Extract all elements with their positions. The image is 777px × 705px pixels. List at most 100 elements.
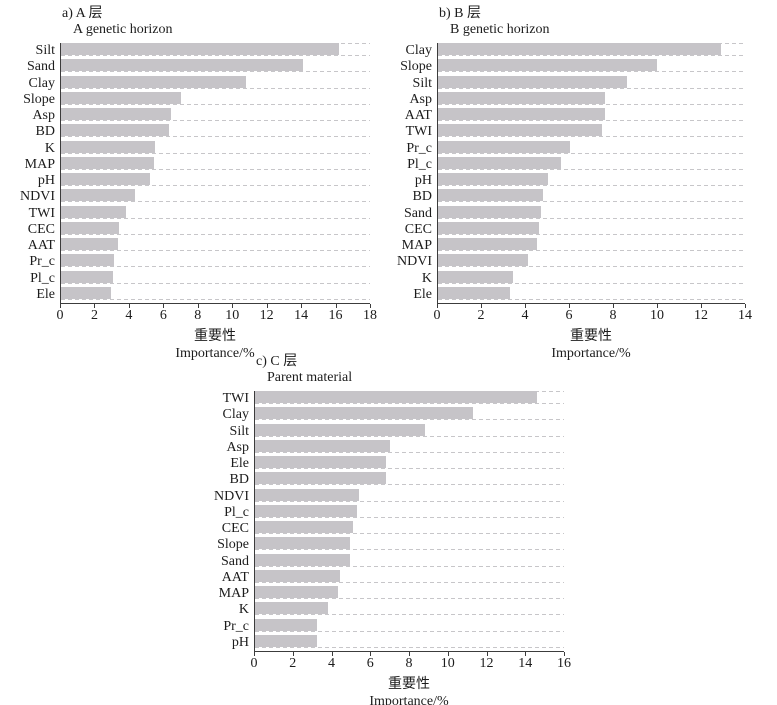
importance-bar	[255, 488, 360, 502]
gridline	[438, 87, 745, 89]
category-label: Pl_c	[407, 156, 432, 172]
x-tick	[370, 304, 371, 308]
gridline	[438, 201, 745, 203]
importance-bar	[255, 602, 329, 616]
gridline	[438, 152, 745, 154]
gridline	[438, 136, 745, 138]
bar-row	[61, 91, 370, 108]
x-tick	[657, 304, 658, 308]
panel-label: b) B 层	[439, 6, 481, 21]
chart-title-b: b) B 层 B genetic horizon	[385, 6, 745, 38]
bar-row	[255, 439, 564, 456]
gridline	[255, 451, 564, 453]
category-label: TWI	[222, 391, 249, 406]
bar-row	[255, 456, 564, 472]
bar-row	[255, 553, 564, 570]
category-label: Sand	[221, 553, 249, 569]
x-tick-label: 4	[125, 308, 133, 323]
gridline	[61, 298, 370, 300]
x-tick-label: 0	[250, 656, 258, 671]
importance-bar	[255, 634, 317, 648]
gridline	[255, 516, 564, 518]
x-tick-label: 6	[366, 656, 374, 671]
x-axis-title-en: Importance/%	[551, 346, 631, 361]
gridline	[255, 419, 564, 421]
gridline	[438, 266, 745, 268]
bar-row	[61, 254, 370, 270]
x-tick	[486, 652, 488, 656]
bar-row	[255, 569, 564, 586]
x-tick-label: 14	[518, 656, 533, 671]
category-label: pH	[414, 173, 432, 188]
x-tick	[301, 304, 303, 308]
bar-row	[61, 238, 370, 254]
x-axis-title-zh: 重要性	[194, 329, 236, 344]
category-label: Slope	[400, 59, 432, 75]
importance-bar	[61, 75, 247, 89]
gridline	[61, 233, 370, 235]
importance-bar	[255, 504, 358, 518]
bar-row	[438, 286, 745, 303]
category-label: TWI	[28, 205, 55, 221]
chart-panel-c: c) C 层 Parent material TWI Clay Silt Asp Ele…	[202, 354, 571, 705]
x-axis-title-zh: 重要性	[570, 329, 612, 344]
chart-panel-a: a) A 层 A genetic horizon Silt Sand Clay Slo…	[8, 6, 377, 362]
importance-bar	[438, 59, 658, 73]
x-axis-title-zh: 重要性	[388, 677, 430, 692]
importance-bar	[255, 569, 340, 583]
bar-row	[438, 124, 745, 140]
category-label: BD	[35, 124, 55, 140]
plot-body: TWI Clay Silt Asp Ele BD NDVI Pl_c CEC Slope Sand A…	[202, 391, 564, 652]
category-label: K	[44, 140, 55, 156]
category-label: Slope	[217, 537, 249, 553]
importance-bar	[438, 75, 627, 89]
bar-row	[438, 59, 745, 75]
plot-body: Clay Slope Silt Asp AAT TWI Pr_c Pl_c pH BD Sand CE…	[385, 43, 745, 304]
x-tick	[254, 652, 255, 656]
chart-panel-b: b) B 层 B genetic horizon Clay Slope Silt As…	[385, 6, 752, 362]
gridline	[255, 484, 564, 486]
gridline	[61, 55, 370, 56]
x-tick	[292, 652, 294, 656]
category-label: Silt	[35, 43, 55, 58]
x-tick-label: 10	[225, 308, 240, 323]
importance-bar	[61, 140, 156, 154]
importance-bar	[438, 124, 603, 138]
gridline	[438, 233, 745, 235]
x-axis: 0 2 4 6 8 10 12 14 16	[250, 652, 571, 674]
bar-row	[61, 108, 370, 124]
bar-row	[61, 189, 370, 205]
x-tick-label: 6	[159, 308, 167, 323]
category-label: pH	[231, 634, 249, 650]
bar-row	[438, 270, 745, 287]
x-tick-label: 12	[693, 308, 708, 323]
x-tick-label: 0	[433, 308, 441, 323]
x-tick-label: 16	[328, 308, 343, 323]
x-tick-label: 8	[194, 308, 202, 323]
panel-label: c) C 层	[256, 354, 298, 369]
category-label: Clay	[222, 407, 249, 423]
gridline	[438, 120, 745, 121]
category-label: MAP	[24, 156, 55, 172]
importance-bar	[255, 439, 391, 453]
bar-row	[61, 156, 370, 173]
bar-row	[255, 602, 564, 618]
importance-bar	[438, 205, 542, 219]
bar-row	[438, 238, 745, 254]
category-label: Sand	[404, 205, 432, 221]
x-tick-label: 10	[440, 656, 455, 671]
x-tick-label: 4	[328, 656, 335, 671]
importance-bar	[61, 286, 111, 300]
x-tick-label: 8	[405, 656, 413, 671]
importance-bar	[61, 254, 115, 268]
x-tick-label: 10	[650, 308, 664, 323]
bar-row	[438, 91, 745, 108]
x-tick	[128, 304, 130, 308]
importance-bar	[438, 238, 537, 251]
x-tick	[613, 304, 614, 308]
bar-row	[438, 221, 745, 238]
importance-bar	[61, 108, 171, 121]
x-axis: 0 2 4 6 8 10 12 14	[433, 304, 752, 326]
importance-bar	[61, 173, 151, 186]
